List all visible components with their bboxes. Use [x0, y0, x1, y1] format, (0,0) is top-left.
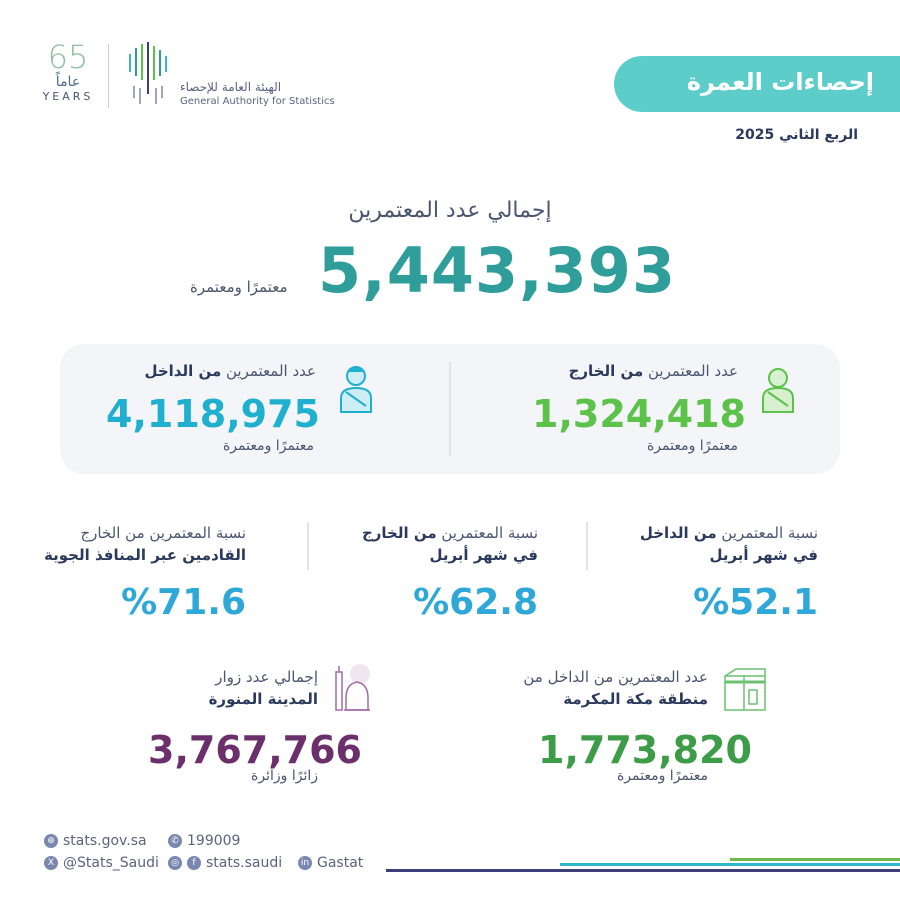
external-value: 1,324,418	[532, 392, 746, 436]
percent-label-line2: في شهر أبريل	[429, 546, 538, 564]
percent-label-line2: القادمين عبر المنافذ الجوية	[44, 546, 246, 564]
gastat-logo-icon	[129, 42, 167, 104]
website-text: stats.gov.sa	[63, 833, 147, 849]
percent-item-internal-april: نسبة المعتمرين من الداخل في شهر أبريل %5…	[640, 524, 818, 623]
internal-unit: معتمرًا ومعتمرة	[222, 438, 314, 454]
external-label-bold: من الخارج	[568, 362, 644, 380]
phone-icon: ✆	[168, 834, 182, 848]
kaaba-icon	[724, 668, 766, 711]
linkedin-link[interactable]: in Gastat	[298, 855, 363, 871]
total-label: إجمالي عدد المعتمرين	[348, 198, 552, 223]
pilgrim-internal-icon	[340, 366, 372, 413]
makkah-label-line2: منطقة مكة المكرمة	[563, 690, 708, 708]
percent-label-bold: من الخارج	[361, 524, 437, 542]
madinah-value: 3,767,766	[148, 728, 362, 772]
globe-icon: ⊕	[44, 834, 58, 848]
madinah-unit: زائرًا وزائرة	[251, 768, 318, 784]
mosque-icon	[335, 664, 370, 711]
percent-label: نسبة المعتمرين من الخارج	[80, 524, 246, 542]
percent-divider	[586, 522, 588, 570]
anniversary-arabic: عاماً	[55, 74, 81, 90]
madinah-label: إجمالي عدد زوار	[215, 668, 318, 686]
external-label-normal: عدد المعتمرين	[643, 362, 738, 380]
percent-item-air-ports: نسبة المعتمرين من الخارج القادمين عبر ال…	[44, 524, 246, 623]
madinah-label-line2: المدينة المنورة	[208, 690, 318, 708]
org-name-arabic: الهيئة العامة للإحصاء	[180, 80, 282, 94]
percent-label-bold: من الداخل	[639, 524, 717, 542]
footer-line-green	[730, 858, 900, 861]
footer-line-teal	[560, 863, 900, 866]
linkedin-icon: in	[298, 856, 312, 870]
org-name-english: General Authority for Statistics	[180, 96, 335, 107]
twitter-text: @Stats_Saudi	[63, 855, 159, 871]
anniversary-logo: 65 عاماً YEARS	[40, 40, 96, 103]
twitter-link[interactable]: X @Stats_Saudi	[44, 855, 159, 871]
title-banner: إحصاءات العمرة	[614, 56, 900, 112]
percent-value: %62.8	[413, 582, 538, 623]
makkah-unit: معتمرًا ومعتمرة	[616, 768, 708, 784]
page-title: إحصاءات العمرة	[686, 68, 874, 96]
percent-divider	[307, 522, 309, 570]
percent-item-external-april: نسبة المعتمرين من الخارج في شهر أبريل %6…	[362, 524, 538, 623]
external-unit: معتمرًا ومعتمرة	[646, 438, 738, 454]
social-link[interactable]: ◎ f stats.saudi	[168, 855, 282, 871]
anniversary-number: 65	[47, 38, 89, 76]
card-divider	[449, 362, 451, 456]
pilgrim-external-icon	[762, 368, 794, 413]
makkah-label: عدد المعتمرين من الداخل من	[523, 668, 708, 686]
makkah-value: 1,773,820	[538, 728, 752, 772]
internal-label: عدد المعتمرين من الداخل	[144, 362, 316, 380]
internal-label-bold: من الداخل	[144, 362, 222, 380]
logo-divider	[108, 44, 109, 108]
period-label: الربع الثاني 2025	[735, 127, 858, 143]
external-label: عدد المعتمرين من الخارج	[569, 362, 738, 380]
social-text: stats.saudi	[206, 855, 283, 871]
anniversary-years: YEARS	[42, 90, 94, 103]
x-icon: X	[44, 856, 58, 870]
linkedin-text: Gastat	[317, 855, 364, 871]
website-link[interactable]: ⊕ stats.gov.sa	[44, 833, 147, 849]
internal-value: 4,118,975	[106, 392, 320, 436]
percent-label: نسبة المعتمرين	[716, 524, 818, 542]
percent-value: %71.6	[121, 582, 246, 623]
percent-label-line2: في شهر أبريل	[709, 546, 818, 564]
internal-label-normal: عدد المعتمرين	[221, 362, 316, 380]
instagram-icon: ◎	[168, 856, 182, 870]
percent-label: نسبة المعتمرين	[436, 524, 538, 542]
percent-value: %52.1	[693, 582, 818, 623]
phone-text: 199009	[187, 833, 241, 849]
phone-link[interactable]: ✆ 199009	[168, 833, 240, 849]
facebook-icon: f	[187, 856, 201, 870]
footer-line-navy	[386, 869, 900, 872]
total-unit: معتمرًا ومعتمرة	[190, 278, 288, 296]
total-value: 5,443,393	[318, 234, 677, 307]
